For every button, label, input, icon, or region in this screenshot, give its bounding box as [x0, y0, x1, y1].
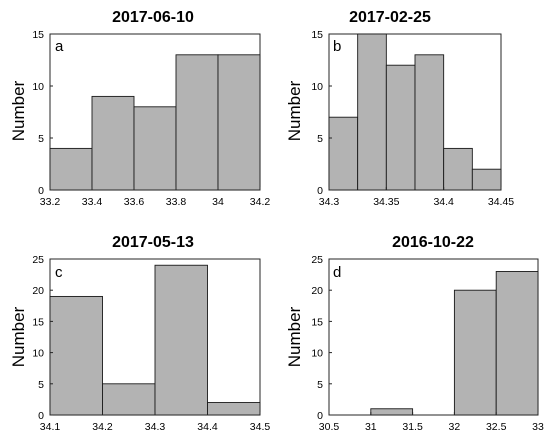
panel-a-bar: [133, 106, 177, 191]
panel-d-y-tick-label: 5: [317, 379, 323, 391]
histogram-panel-b: 2017-02-25 Number b 34.3 34.35 34.4 34.45 0 5…: [285, 9, 514, 208]
panel-a-y-axis-label: Number: [9, 80, 28, 141]
panel-b-y-tick-label: 10: [311, 81, 323, 93]
panel-a-x-tick-label: 34.2: [250, 196, 271, 208]
panel-c-title: 2017-05-13: [112, 234, 194, 251]
panel-c-x-tick-label: 34.2: [92, 421, 113, 433]
panel-b-bar: [471, 168, 502, 191]
panel-b-x-tick-label: 34.3: [319, 196, 340, 208]
histogram-panel-a: 2017-06-10 Number a 33.2 33.4 33.6 33.8 34 34…: [9, 9, 270, 208]
panel-b-bar: [357, 33, 387, 191]
panel-b-letter: b: [333, 38, 341, 55]
panel-c-bar: [102, 383, 156, 416]
panel-a-bar: [175, 54, 219, 191]
panel-d-y-tick-label: 20: [311, 285, 323, 297]
panel-c-x-tick-label: 34.1: [40, 421, 61, 433]
histogram-panel-c: 2017-05-13 Number c 34.1 34.2 34.3 34.4 34.5…: [9, 234, 270, 433]
panel-d-bar: [370, 408, 414, 416]
panel-c-x-tick-label: 34.4: [197, 421, 218, 433]
panel-a-bar: [217, 54, 261, 191]
panel-c-x-tick-label: 34.3: [145, 421, 166, 433]
panel-d-x-tick-label: 32.5: [486, 421, 507, 433]
panel-b-y-tick-label: 15: [311, 29, 323, 41]
histogram-panel-d: 2016-10-22 Number d 30.5 31 31.5 32 32.5 33 0 5…: [285, 234, 544, 433]
panel-c-bar: [207, 402, 261, 416]
panel-c-y-tick-label: 5: [38, 379, 44, 391]
panel-a-x-tick-label: 34: [212, 196, 224, 208]
panel-d-y-tick-label: 15: [311, 316, 323, 328]
panel-a-y-tick-label: 15: [32, 29, 44, 41]
panel-b-bar: [414, 54, 445, 191]
panel-a-x-tick-label: 33.4: [82, 196, 103, 208]
panel-d-y-tick-label: 25: [311, 254, 323, 266]
panel-d-y-tick-label: 0: [317, 410, 323, 422]
panel-b-y-tick-label: 5: [317, 133, 323, 145]
panel-d-x-tick-label: 32: [449, 421, 461, 433]
panel-d-x-tick-label: 31.5: [402, 421, 423, 433]
panel-d-y-axis-label: Number: [285, 306, 304, 367]
panel-d-x-tick-label: 33: [532, 421, 544, 433]
panel-c-y-tick-label: 10: [32, 348, 44, 360]
panel-d-title: 2016-10-22: [392, 234, 474, 251]
panel-c-bar: [49, 295, 103, 416]
panel-b-y-axis-label: Number: [285, 80, 304, 141]
panel-a-y-tick-label: 10: [32, 81, 44, 93]
panel-a-x-tick-label: 33.8: [166, 196, 187, 208]
panel-b-y-tick-label: 0: [317, 185, 323, 197]
panel-d-y-tick-label: 10: [311, 348, 323, 360]
panel-b-x-tick-label: 34.45: [488, 196, 514, 208]
panel-a-bar: [49, 147, 93, 191]
panel-b-x-tick-label: 34.35: [373, 196, 399, 208]
panel-d-x-tick-label: 31: [365, 421, 377, 433]
panel-a-title: 2017-06-10: [112, 9, 194, 26]
panel-c-y-tick-label: 15: [32, 316, 44, 328]
panel-a-bar: [91, 95, 135, 191]
panel-c-x-tick-label: 34.5: [250, 421, 271, 433]
panel-b-x-tick-label: 34.4: [433, 196, 454, 208]
panel-b-bar: [328, 116, 359, 191]
panel-d-bar: [453, 289, 497, 416]
panel-b-bar: [385, 64, 416, 191]
panel-a-x-tick-label: 33.2: [40, 196, 61, 208]
panel-c-y-tick-label: 20: [32, 285, 44, 297]
panel-d-letter: d: [333, 264, 341, 281]
panel-c-y-axis-label: Number: [9, 306, 28, 367]
panel-b-title: 2017-02-25: [349, 9, 431, 26]
panel-d-x-tick-label: 30.5: [319, 421, 340, 433]
panel-a-letter: a: [55, 38, 64, 55]
panel-a-y-tick-label: 5: [38, 133, 44, 145]
panel-c-y-tick-label: 25: [32, 254, 44, 266]
panel-a-y-tick-label: 0: [38, 185, 44, 197]
panel-a-x-tick-label: 33.6: [124, 196, 145, 208]
panel-b-bar: [443, 147, 473, 191]
panel-c-y-tick-label: 0: [38, 410, 44, 422]
panel-d-bar: [495, 271, 539, 416]
panel-c-bar: [154, 264, 208, 416]
panel-c-letter: c: [55, 264, 63, 281]
